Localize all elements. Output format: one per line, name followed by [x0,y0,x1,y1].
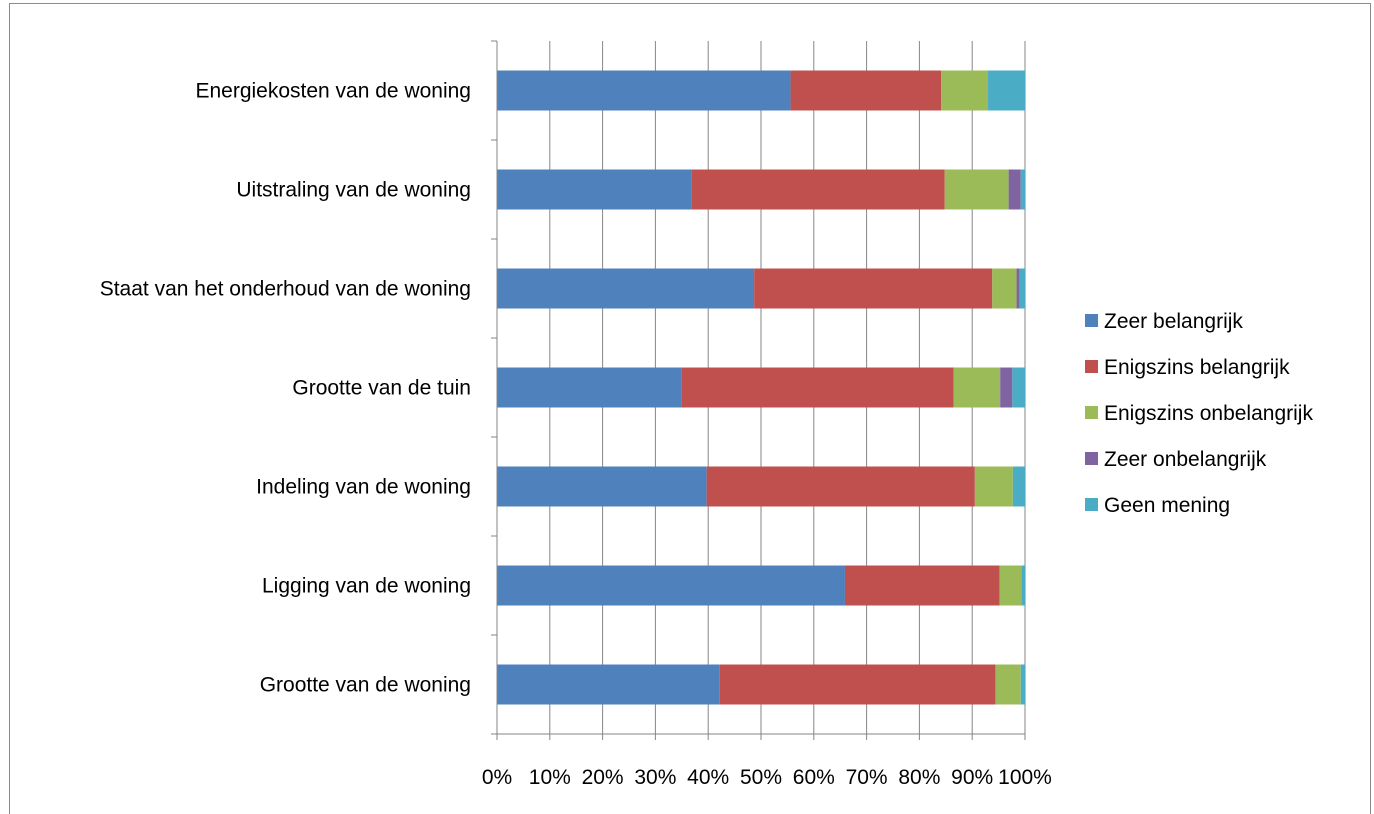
x-tick-label: 100% [998,766,1052,789]
legend-swatch [1085,314,1098,327]
bar-segment-5 [1019,268,1025,309]
legend-swatch [1085,360,1098,373]
category-label: Uitstraling van de woning [236,179,471,202]
legend-label: Zeer onbelangrijk [1104,448,1267,471]
bar-segment-2 [844,565,1000,606]
bar-segment-1 [497,70,791,111]
x-tick-label: 10% [529,766,571,789]
category-label: Staat van het onderhoud van de woning [100,278,471,301]
x-tick-label: 0% [482,766,512,789]
bar-segment-2 [691,169,945,210]
bar-segment-5 [988,70,1025,111]
category-label: Grootte van de woning [260,674,471,697]
bar-segment-2 [754,268,993,309]
bar-segment-5 [1021,565,1025,606]
legend-label: Enigszins onbelangrijk [1104,402,1313,425]
bar-segment-1 [497,268,755,309]
category-label: Grootte van de tuin [292,377,471,400]
bar-segment-5 [1012,466,1025,507]
bar-segment-4 [1008,169,1021,210]
category-label: Indeling van de woning [256,476,471,499]
legend-label: Zeer belangrijk [1104,310,1243,333]
bar-segment-3 [944,169,1009,210]
bar-segment-5 [1020,169,1025,210]
bar-segment-1 [497,664,720,705]
x-tick-label: 70% [846,766,888,789]
legend-swatch [1085,406,1098,419]
bar-segment-5 [1012,367,1025,408]
bar-segment-4 [1016,268,1020,309]
bar-segment-1 [497,565,845,606]
bar-segment-2 [706,466,975,507]
x-tick-label: 20% [582,766,624,789]
x-tick-label: 30% [634,766,676,789]
legend-label: Geen mening [1104,494,1230,517]
bar-segment-1 [497,169,692,210]
bar-segment-3 [941,70,989,111]
category-label: Ligging van de woning [262,575,471,598]
bar-segment-2 [790,70,942,111]
category-label: Energiekosten van de woning [195,80,471,103]
bar-segment-1 [497,466,707,507]
bar-segment-3 [953,367,1001,408]
x-tick-label: 90% [951,766,993,789]
legend-label: Enigszins belangrijk [1104,356,1290,379]
x-tick-label: 40% [687,766,729,789]
x-tick-label: 60% [793,766,835,789]
bar-segment-3 [974,466,1013,507]
x-tick-label: 80% [898,766,940,789]
bar-segment-3 [999,565,1022,606]
legend-swatch [1085,452,1098,465]
bar-segment-2 [719,664,996,705]
bar-segment-2 [681,367,954,408]
x-tick-labels: 0% 10% 20% 30% 40% 50% 60% 70% 80% 90% 100% [482,766,1052,789]
x-tick-label: 50% [740,766,782,789]
bar-segment-4 [1000,367,1013,408]
bar-segment-3 [992,268,1017,309]
category-labels: Energiekosten van de woning Uitstraling v… [100,80,471,697]
bar-segment-1 [497,367,682,408]
legend-swatch [1085,498,1098,511]
axes [491,40,1026,740]
bar-segment-3 [995,664,1021,705]
bars [497,70,1025,705]
legend: Zeer belangrijk Enigszins belangrijk Enigs… [1085,310,1313,517]
bar-segment-5 [1020,664,1025,705]
